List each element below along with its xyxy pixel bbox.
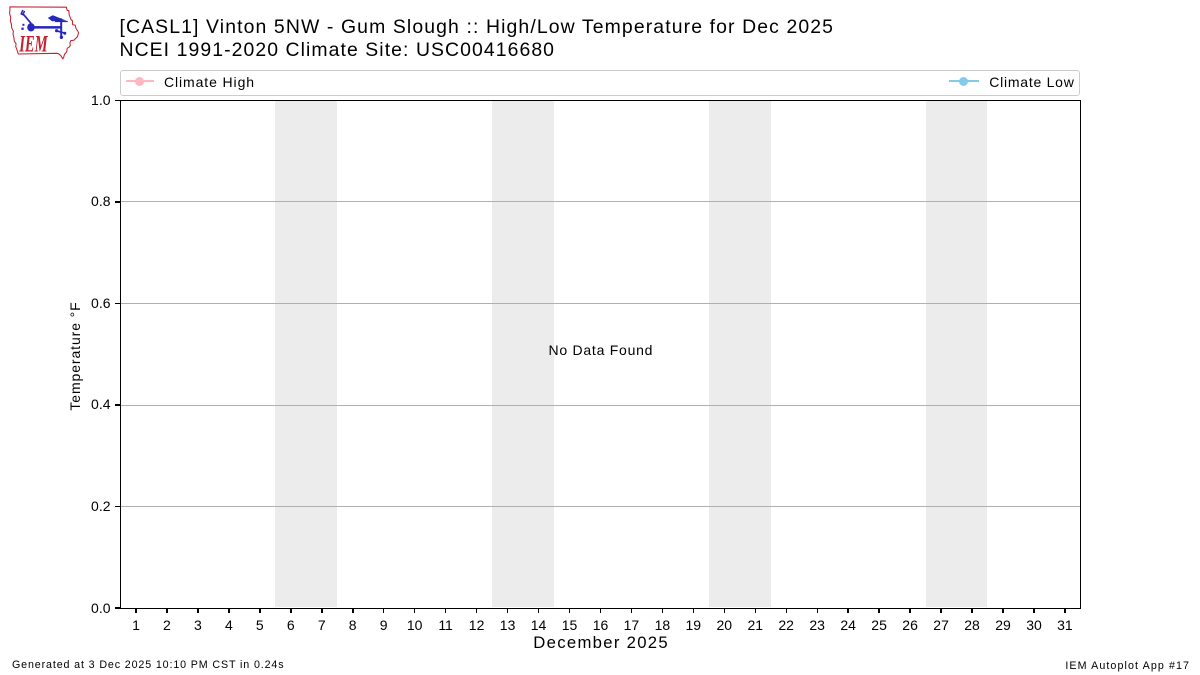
svg-text:IEM: IEM [19,31,49,56]
